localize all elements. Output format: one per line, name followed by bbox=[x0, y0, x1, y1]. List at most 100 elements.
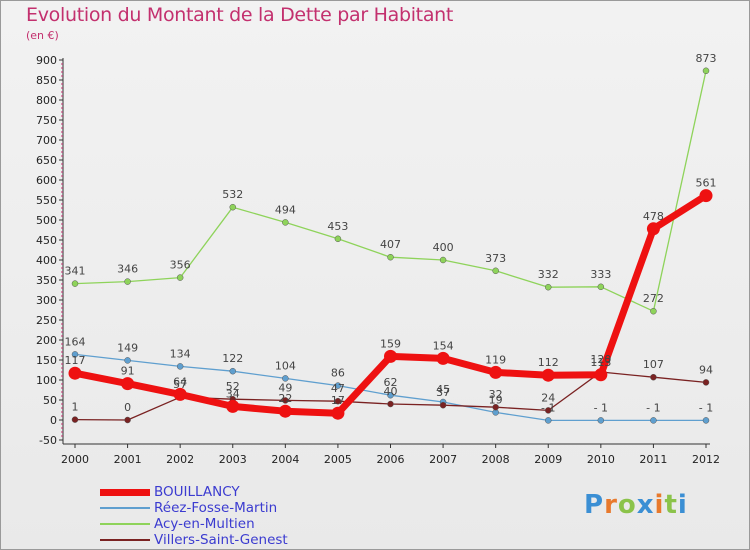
data-point bbox=[71, 351, 79, 358]
x-tick-label: 2011 bbox=[639, 453, 667, 466]
y-tick-label: 900 bbox=[36, 54, 57, 67]
data-label: 400 bbox=[433, 241, 454, 254]
series-line-acy-en-multien bbox=[74, 70, 707, 312]
legend-label: BOUILLANCY bbox=[154, 484, 240, 500]
data-point bbox=[387, 253, 394, 261]
data-point bbox=[226, 399, 240, 413]
legend-label: Réez-Fosse-Martin bbox=[154, 500, 278, 516]
data-point bbox=[124, 278, 131, 285]
data-label: 86 bbox=[331, 367, 345, 380]
data-label: 32 bbox=[489, 388, 503, 401]
data-label: 119 bbox=[485, 353, 506, 366]
data-label: 164 bbox=[65, 335, 86, 348]
data-label: 24 bbox=[541, 391, 555, 404]
chart-axes: -500501001502002503003504004505005506006… bbox=[36, 54, 720, 466]
legend-swatch bbox=[100, 488, 150, 496]
y-tick-label: 650 bbox=[36, 154, 57, 167]
data-point bbox=[492, 403, 499, 411]
x-tick-label: 2009 bbox=[534, 453, 562, 466]
data-point bbox=[176, 363, 184, 370]
data-label: 373 bbox=[485, 252, 506, 265]
data-point bbox=[282, 219, 289, 226]
y-tick-label: 550 bbox=[36, 194, 57, 207]
data-point bbox=[331, 406, 345, 420]
data-label: 57 bbox=[173, 378, 187, 391]
y-tick-label: 50 bbox=[43, 394, 57, 407]
y-tick-label: 750 bbox=[36, 114, 57, 127]
data-label: 22 bbox=[278, 392, 292, 405]
data-label: 453 bbox=[327, 220, 348, 233]
chart-subtitle: (en €) bbox=[26, 29, 59, 42]
data-point bbox=[282, 397, 289, 404]
legend-swatch bbox=[100, 507, 150, 509]
data-label: 62 bbox=[384, 376, 398, 389]
data-point bbox=[650, 307, 657, 315]
data-point bbox=[541, 368, 555, 382]
data-point bbox=[229, 367, 236, 375]
data-point bbox=[545, 417, 552, 424]
data-label: 407 bbox=[380, 238, 401, 251]
y-tick-label: 100 bbox=[36, 374, 57, 387]
data-label: 159 bbox=[380, 337, 401, 350]
data-label: - 1 bbox=[646, 401, 660, 414]
data-label: 154 bbox=[433, 339, 454, 352]
y-tick-label: 0 bbox=[50, 414, 57, 427]
data-label: 47 bbox=[331, 382, 345, 395]
y-tick-label: 300 bbox=[36, 294, 57, 307]
legend-swatch bbox=[100, 539, 150, 541]
data-label: 37 bbox=[436, 386, 450, 399]
x-tick-label: 2012 bbox=[692, 453, 720, 466]
y-tick-label: -50 bbox=[39, 434, 57, 447]
legend-label: Acy-en-Multien bbox=[154, 516, 255, 532]
data-point bbox=[702, 417, 710, 424]
data-point bbox=[334, 397, 342, 405]
data-label: 272 bbox=[643, 292, 664, 305]
data-point bbox=[545, 407, 552, 414]
data-point bbox=[121, 377, 135, 391]
data-label: 91 bbox=[121, 365, 135, 378]
data-point bbox=[334, 235, 342, 243]
data-label: 341 bbox=[65, 265, 86, 278]
proxiti-logo: Proxiti bbox=[584, 490, 688, 520]
data-label: 561 bbox=[696, 177, 717, 190]
legend-swatch bbox=[100, 523, 150, 525]
logo-letter: i bbox=[654, 490, 665, 520]
data-point bbox=[68, 366, 82, 380]
data-point bbox=[439, 256, 447, 264]
data-point bbox=[282, 375, 289, 382]
data-point bbox=[71, 280, 79, 287]
data-label: 49 bbox=[278, 381, 292, 394]
data-point bbox=[229, 203, 236, 211]
logo-letter: P bbox=[584, 490, 605, 520]
data-point bbox=[597, 283, 605, 291]
data-label: 64 bbox=[173, 375, 187, 388]
data-label: 19 bbox=[489, 393, 503, 406]
logo-letter: i bbox=[677, 490, 688, 520]
data-point bbox=[650, 417, 657, 424]
y-tick-label: 250 bbox=[36, 314, 57, 327]
y-tick-label: 450 bbox=[36, 234, 57, 247]
y-tick-label: 600 bbox=[36, 174, 57, 187]
y-tick-label: 150 bbox=[36, 354, 57, 367]
data-label: 873 bbox=[696, 52, 717, 65]
data-label: 494 bbox=[275, 203, 296, 216]
x-tick-label: 2000 bbox=[61, 453, 89, 466]
data-point bbox=[278, 404, 292, 418]
data-point bbox=[650, 373, 657, 381]
data-label: 149 bbox=[117, 341, 138, 354]
data-label: 532 bbox=[222, 188, 243, 201]
data-point bbox=[646, 222, 660, 236]
data-point bbox=[71, 416, 79, 423]
data-label: 40 bbox=[384, 385, 398, 398]
y-tick-label: 500 bbox=[36, 214, 57, 227]
x-tick-label: 2005 bbox=[324, 453, 352, 466]
y-tick-label: 350 bbox=[36, 274, 57, 287]
data-label: 122 bbox=[222, 352, 243, 365]
data-point bbox=[384, 349, 397, 363]
y-tick-label: 700 bbox=[36, 134, 57, 147]
data-point bbox=[489, 365, 503, 379]
x-tick-label: 2010 bbox=[587, 453, 615, 466]
